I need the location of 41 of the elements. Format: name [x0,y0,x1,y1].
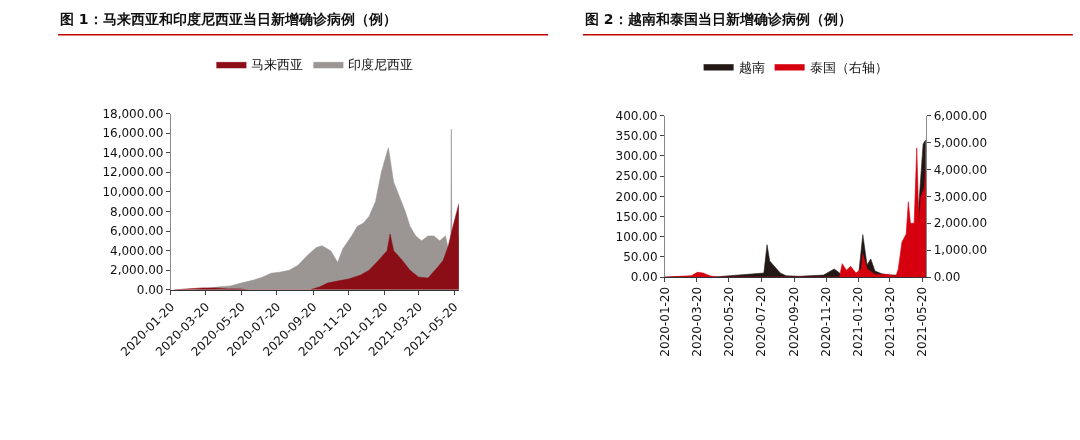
y-tick-label: 10,000.00 [102,185,164,200]
x-tick-label: 2021-05-20 [914,286,929,357]
y2-tick-label: 0.00 [933,270,961,285]
chart-title: 图 1：马来西亚和印度尼西亚当日新增确诊病例（例） [60,11,397,27]
legend-label: 越南 [738,59,765,75]
y-tick-label: 200.00 [615,189,658,204]
x-tick-label: 2020-11-20 [819,286,834,357]
y2-tick-label: 1,000.00 [933,243,988,258]
y-tick-label: 350.00 [615,129,658,144]
y2-tick-label: 5,000.00 [933,135,988,150]
y-tick-label: 14,000.00 [102,145,164,160]
y2-tick-label: 6,000.00 [933,108,988,123]
y-tick-label: 18,000.00 [102,106,164,121]
y-tick-label: 150.00 [615,209,658,224]
y-tick-label: 12,000.00 [102,165,164,180]
y2-tick-label: 3,000.00 [933,189,988,204]
legend-label: 马来西亚 [251,57,304,73]
legend-label: 泰国（右轴） [809,59,888,75]
x-tick-label: 2020-01-20 [657,286,672,357]
y-tick-label: 250.00 [615,169,658,184]
y2-tick-label: 2,000.00 [933,216,988,231]
chart-title: 图 2：越南和泰国当日新增确诊病例（例） [585,11,852,27]
y-tick-label: 100.00 [615,229,658,244]
y-tick-label: 0.00 [136,283,164,298]
y-tick-label: 300.00 [615,149,658,164]
x-tick-label: 2020-09-20 [786,286,801,357]
x-tick-label: 2020-07-20 [754,286,769,357]
y2-tick-label: 4,000.00 [933,162,988,177]
y-tick-label: 6,000.00 [110,224,164,239]
y-tick-label: 8,000.00 [110,204,164,219]
y-tick-label: 50.00 [623,250,658,265]
x-tick-label: 2021-03-20 [882,286,897,357]
y-tick-label: 16,000.00 [102,126,164,141]
x-tick-label: 2021-01-20 [851,286,866,357]
y-tick-label: 4,000.00 [110,243,164,258]
x-tick-label: 2020-05-20 [721,286,736,357]
y-tick-label: 2,000.00 [110,263,164,278]
y-tick-label: 0.00 [630,270,658,285]
x-tick-label: 2020-03-20 [689,286,704,357]
legend-label: 印度尼西亚 [348,57,414,73]
y-tick-label: 400.00 [615,108,658,123]
